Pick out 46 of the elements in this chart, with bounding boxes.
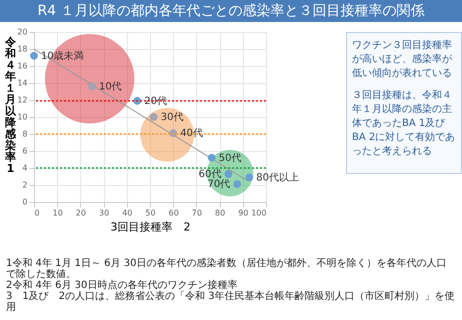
x-tick-label: 70 xyxy=(192,208,202,218)
y-tick-label: 2 xyxy=(22,180,28,190)
point xyxy=(150,113,158,121)
x-tick-label: 80 xyxy=(215,208,226,218)
y-tick-label: 12 xyxy=(17,96,28,104)
text: ３回目接種は、令和４年１月以降の感染の主体であったBA 1及びBA 2に対して有効であったと考えられる xyxy=(352,89,456,159)
y-tick-label: 16 xyxy=(17,62,28,70)
point xyxy=(245,173,254,182)
y-tick-label: 6 xyxy=(22,146,28,156)
annotation: 10歳未満 xyxy=(41,50,84,62)
point xyxy=(224,170,232,178)
annotation: 80代以上 xyxy=(256,171,300,184)
annotation: 50代 xyxy=(218,152,242,164)
text: 令和４年１月以降感染率 1 xyxy=(5,36,16,175)
y-tick-label: 8 xyxy=(22,130,28,138)
x-tick-label: 0 xyxy=(34,208,40,218)
x-tick-label: 40 xyxy=(122,208,132,218)
text: 1令和 4年 1月 1日～ 6月 30日の各年代の感染者数（居住地が都外、不明を除く）を各年代の人口で除した数値。 xyxy=(6,258,448,280)
point xyxy=(30,52,38,60)
x-axis-title: 3回目接種率 2 xyxy=(110,220,190,234)
text: ワクチン３回目接種率が高いほど、感染率が低い傾向が表れている xyxy=(352,39,453,81)
x-tick-label: 20 xyxy=(76,208,86,218)
annotation: 30代 xyxy=(160,112,184,123)
y-tick-label: 10 xyxy=(17,112,28,122)
y-tick-label: 14 xyxy=(17,78,28,88)
annotation: 70代 xyxy=(208,179,230,190)
y-tick-label: 20 xyxy=(17,28,28,36)
y-tick-label: 4 xyxy=(22,164,28,172)
annotation: 10代 xyxy=(99,81,122,92)
annotation: 20代 xyxy=(144,96,167,107)
x-tick-label: 100 xyxy=(251,208,266,218)
point xyxy=(233,180,242,188)
y-tick-label: 0 xyxy=(22,198,28,206)
x-tick-label: 60 xyxy=(168,208,179,218)
x-tick-label: 10 xyxy=(52,208,63,218)
annotation: 60代 xyxy=(198,168,222,180)
chart-title: R4 １月以降の都内各年代ごとの感染率と３回目接種率の関係 xyxy=(0,0,462,22)
text: 3 1及び 2の人口は、総務省公表の「令和 3年住民基本台帳年齢階級別人口（市区町村別）」を使用 xyxy=(6,291,456,313)
x-tick-label: 90 xyxy=(238,208,248,218)
point xyxy=(208,154,216,162)
annotation: 40代 xyxy=(180,128,203,140)
text: 2令和 4年 6月 30日時点の各年代のワクチン接種率 xyxy=(6,280,238,291)
point xyxy=(88,82,96,90)
x-tick-label: 50 xyxy=(145,208,156,218)
y-tick-label: 18 xyxy=(17,44,28,54)
x-tick-label: 30 xyxy=(99,208,110,218)
